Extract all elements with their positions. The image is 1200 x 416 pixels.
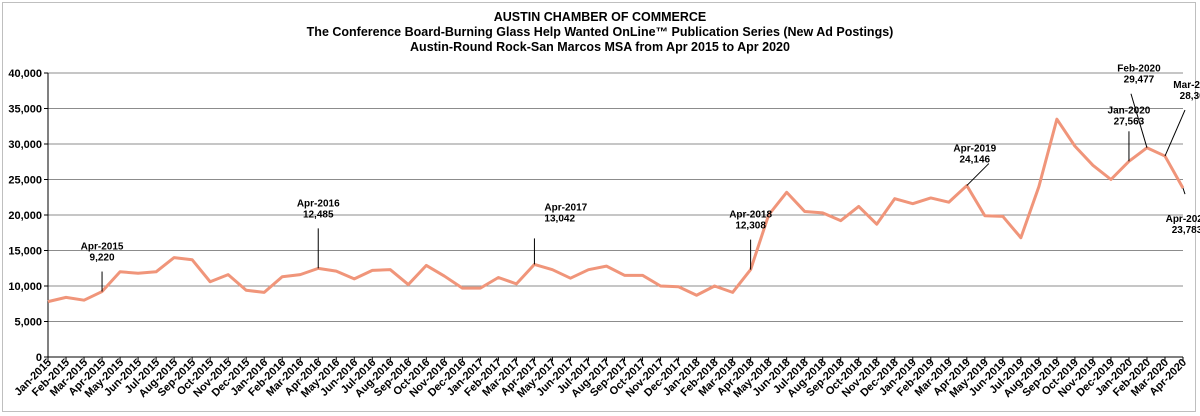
series-line	[47, 117, 1185, 304]
annotation-leader	[1164, 109, 1186, 157]
annotation-label: Apr-2017	[544, 202, 587, 213]
y-tick-label: 30,000	[8, 139, 42, 151]
annotation-value: 29,477	[1124, 75, 1155, 86]
chart-subtitle-2: Austin-Round Rock-San Marcos MSA from Ap…	[410, 40, 790, 54]
annotation-label: Mar-2020	[1173, 80, 1200, 91]
annotation-value: 13,042	[544, 213, 575, 224]
annotation-label: Apr-2019	[953, 144, 996, 155]
y-tick-label: 25,000	[8, 175, 42, 187]
annotation-label: Jan-2020	[1108, 105, 1151, 116]
x-tick-labels: Jan-2015Feb-2015Mar-2015Apr-2015May-2015…	[12, 357, 1189, 401]
annotation-leader	[1130, 93, 1148, 148]
annotation-leader	[966, 163, 990, 186]
y-tick-label: 40,000	[8, 68, 42, 80]
annotation-value: 23,783	[1172, 225, 1200, 236]
annotation-value: 24,146	[960, 155, 991, 166]
annotation-label: Apr-2020	[1166, 214, 1200, 225]
y-tick-label: 0	[36, 352, 42, 364]
annotation-value: 9,220	[90, 253, 115, 264]
gridlines	[48, 72, 1183, 322]
y-tick-label: 5,000	[14, 317, 42, 329]
annotation-value: 27,563	[1114, 116, 1145, 127]
chart-title: AUSTIN CHAMBER OF COMMERCE	[493, 10, 707, 24]
chart-subtitle: The Conference Board-Burning Glass Help …	[306, 25, 894, 39]
annotation-label: Apr-2015	[81, 242, 124, 253]
annotation-value: 12,485	[303, 209, 334, 220]
axes	[44, 72, 1184, 361]
annotation-leader	[1182, 187, 1186, 195]
y-tick-label: 10,000	[8, 281, 42, 293]
annotation-label: Apr-2016	[297, 198, 340, 209]
annotation-value: 28,300	[1180, 91, 1200, 102]
annotation-label: Feb-2020	[1117, 64, 1161, 75]
chart-titles: AUSTIN CHAMBER OF COMMERCE The Conferenc…	[0, 10, 1200, 55]
y-tick-labels: 0 5,000 10,000 15,000 20,000 25,000 30,000 35,0…	[8, 68, 42, 364]
annotation-label: Apr-2018	[729, 210, 772, 221]
y-tick-label: 15,000	[8, 246, 42, 258]
y-tick-label: 20,000	[8, 210, 42, 222]
annotation-value: 12,308	[735, 221, 766, 232]
y-tick-label: 35,000	[8, 104, 42, 116]
